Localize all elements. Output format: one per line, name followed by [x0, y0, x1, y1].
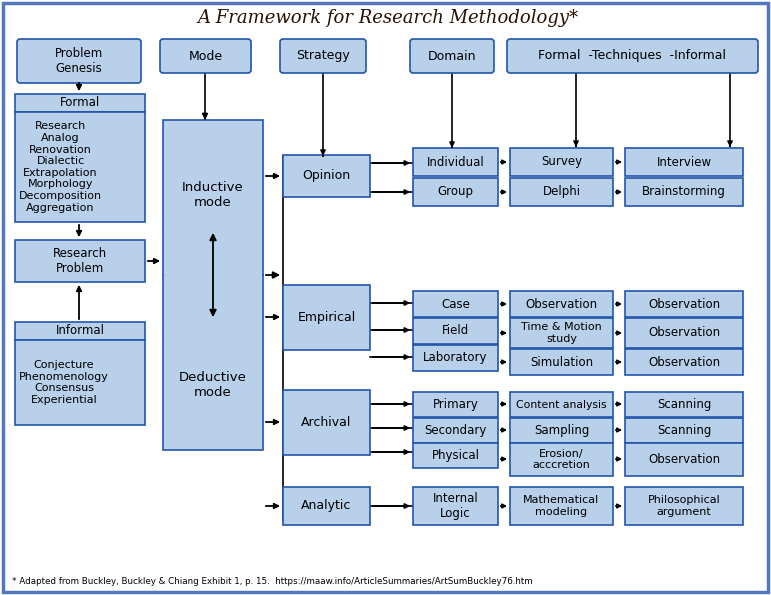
- Text: Problem
Genesis: Problem Genesis: [55, 47, 103, 75]
- Text: Strategy: Strategy: [296, 49, 350, 62]
- Bar: [413, 443, 498, 468]
- Bar: [510, 443, 613, 476]
- Text: Research
Analog
Renovation
Dialectic
Extrapolation
Morphology
Decomposition
Aggr: Research Analog Renovation Dialectic Ext…: [19, 121, 102, 212]
- Text: Deductive
mode: Deductive mode: [179, 371, 247, 399]
- Text: Archival: Archival: [301, 416, 352, 429]
- Text: Observation: Observation: [648, 327, 720, 340]
- Bar: [15, 340, 145, 425]
- Bar: [510, 349, 613, 375]
- FancyBboxPatch shape: [160, 39, 251, 73]
- Text: Sampling: Sampling: [534, 424, 589, 437]
- Bar: [163, 120, 263, 450]
- Bar: [510, 291, 613, 317]
- Bar: [625, 487, 743, 525]
- Bar: [283, 155, 370, 197]
- Bar: [625, 148, 743, 176]
- Text: Observation: Observation: [648, 453, 720, 466]
- Bar: [413, 148, 498, 176]
- Text: Observation: Observation: [648, 355, 720, 368]
- Text: Scanning: Scanning: [657, 398, 711, 411]
- Text: Case: Case: [441, 298, 470, 311]
- Bar: [283, 390, 370, 455]
- Text: Inductive
mode: Inductive mode: [182, 181, 244, 209]
- Bar: [15, 240, 145, 282]
- Text: * Adapted from Buckley, Buckley & Chiang Exhibit 1, p. 15.  https://maaw.info/Ar: * Adapted from Buckley, Buckley & Chiang…: [12, 578, 533, 587]
- Bar: [283, 487, 370, 525]
- Text: Secondary: Secondary: [424, 424, 487, 437]
- Text: Mathematical
modeling: Mathematical modeling: [524, 495, 600, 517]
- Bar: [510, 418, 613, 443]
- Bar: [413, 487, 498, 525]
- Bar: [413, 392, 498, 417]
- FancyBboxPatch shape: [507, 39, 758, 73]
- FancyBboxPatch shape: [280, 39, 366, 73]
- Bar: [510, 148, 613, 176]
- Text: Scanning: Scanning: [657, 424, 711, 437]
- Text: Time & Motion
study: Time & Motion study: [521, 322, 602, 344]
- Text: Individual: Individual: [426, 155, 484, 168]
- Text: Field: Field: [442, 324, 469, 337]
- Text: Erosion/
acccretion: Erosion/ acccretion: [533, 449, 591, 470]
- Text: Formal: Formal: [60, 96, 100, 109]
- Bar: [413, 318, 498, 344]
- Text: Opinion: Opinion: [302, 170, 351, 183]
- Text: Analytic: Analytic: [301, 499, 352, 512]
- FancyBboxPatch shape: [17, 39, 141, 83]
- Text: Primary: Primary: [433, 398, 479, 411]
- Bar: [625, 178, 743, 206]
- Bar: [625, 443, 743, 476]
- Bar: [15, 94, 145, 112]
- Text: Empirical: Empirical: [298, 311, 355, 324]
- Bar: [625, 291, 743, 317]
- Bar: [413, 178, 498, 206]
- Text: Philosophical
argument: Philosophical argument: [648, 495, 720, 517]
- Bar: [15, 112, 145, 222]
- Text: Brainstorming: Brainstorming: [642, 186, 726, 199]
- Bar: [625, 349, 743, 375]
- Bar: [510, 487, 613, 525]
- Text: Delphi: Delphi: [543, 186, 581, 199]
- Bar: [510, 318, 613, 348]
- Bar: [15, 322, 145, 340]
- Text: Observation: Observation: [648, 298, 720, 311]
- Text: Internal
Logic: Internal Logic: [433, 492, 478, 520]
- Text: Research
Problem: Research Problem: [53, 247, 107, 275]
- Bar: [283, 285, 370, 350]
- Bar: [625, 392, 743, 417]
- Text: Observation: Observation: [526, 298, 598, 311]
- Bar: [413, 418, 498, 443]
- Text: Conjecture
Phenomenology
Consensus
Experiential: Conjecture Phenomenology Consensus Exper…: [19, 360, 109, 405]
- Bar: [625, 318, 743, 348]
- Text: Group: Group: [437, 186, 473, 199]
- FancyBboxPatch shape: [410, 39, 494, 73]
- Text: Interview: Interview: [656, 155, 712, 168]
- Text: Survey: Survey: [541, 155, 582, 168]
- Text: Mode: Mode: [188, 49, 223, 62]
- Text: Informal: Informal: [56, 324, 105, 337]
- Bar: [413, 291, 498, 317]
- Text: Laboratory: Laboratory: [423, 352, 488, 365]
- Text: Simulation: Simulation: [530, 355, 593, 368]
- Bar: [510, 178, 613, 206]
- Text: Content analysis: Content analysis: [517, 399, 607, 409]
- Bar: [413, 345, 498, 371]
- Text: Formal  -Techniques  -Informal: Formal -Techniques -Informal: [538, 49, 726, 62]
- Text: A Framework for Research Methodology*: A Framework for Research Methodology*: [197, 9, 578, 27]
- Bar: [625, 418, 743, 443]
- Bar: [510, 392, 613, 417]
- Text: Physical: Physical: [432, 449, 480, 462]
- Text: Domain: Domain: [428, 49, 476, 62]
